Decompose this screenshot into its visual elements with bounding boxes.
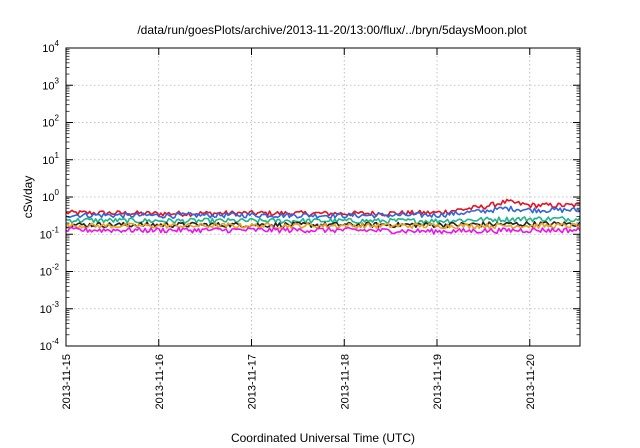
y-tick-label: 103 <box>42 76 59 92</box>
y-tick-label: 10-4 <box>40 337 60 353</box>
y-tick-label: 10-2 <box>40 263 60 279</box>
y-tick-label: 10-3 <box>40 300 60 316</box>
series-line <box>65 226 581 235</box>
x-tick-label: 2013-11-16 <box>154 354 166 409</box>
chart-title: /data/run/goesPlots/archive/2013-11-20/1… <box>137 23 527 37</box>
y-tick-label: 102 <box>42 114 59 130</box>
x-tick-label: 2013-11-20 <box>525 354 537 409</box>
series-line <box>65 198 581 217</box>
x-tick-label: 2013-11-18 <box>339 354 351 409</box>
y-tick-label: 10-1 <box>40 225 60 241</box>
y-tick-label: 100 <box>42 188 59 204</box>
y-axis-label: cSv/day <box>21 176 35 219</box>
y-tick-label: 101 <box>42 151 59 167</box>
y-axis: 10-4 10-3 10-2 10-1 100 101 102 103 104 <box>40 39 580 353</box>
series-group <box>65 198 581 235</box>
series-line <box>65 222 581 230</box>
x-tick-label: 2013-11-15 <box>61 354 73 409</box>
x-tick-label: 2013-11-19 <box>432 354 444 409</box>
y-tick-label: 104 <box>42 39 59 55</box>
grid <box>65 48 580 346</box>
x-axis: 2013-11-15 2013-11-16 2013-11-17 2013-11-18… <box>61 48 537 409</box>
x-axis-label: Coordinated Universal Time (UTC) <box>231 431 415 445</box>
series-line <box>65 216 581 225</box>
x-tick-label: 2013-11-17 <box>247 354 259 409</box>
series-line <box>65 205 581 219</box>
